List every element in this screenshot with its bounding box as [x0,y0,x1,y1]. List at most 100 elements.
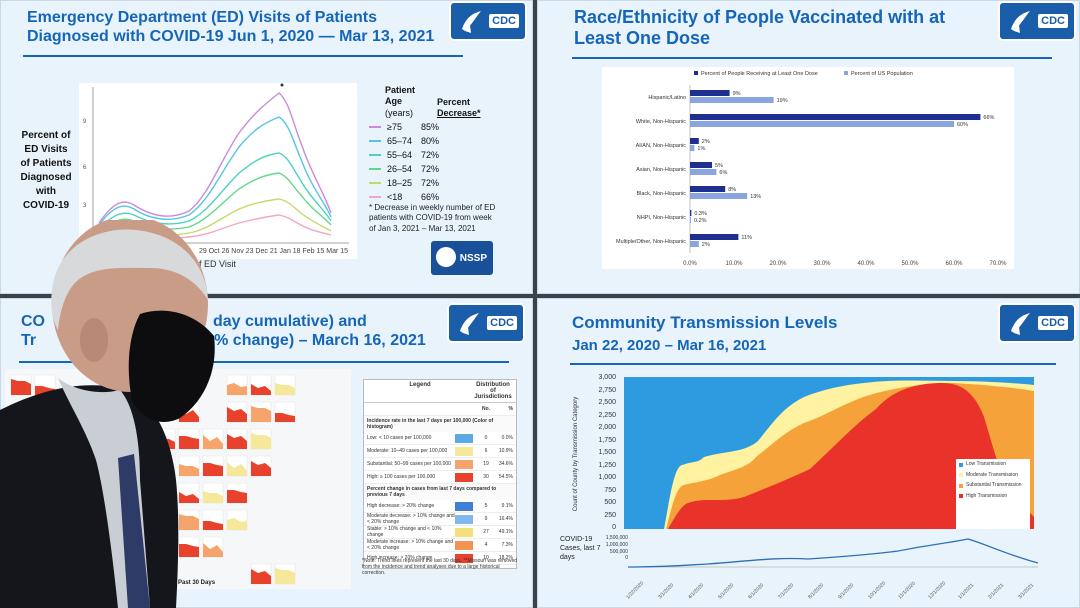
legend-row: Substantial: 50–99 cases per 100,000 19 34… [364,458,516,471]
ed-legend: Patient Age (years) Percent Decrease* ≥7… [367,85,507,204]
bar-value-label: 5% [715,163,723,169]
vaccination-title: Race/Ethnicity of People Vaccinated with… [574,7,946,49]
y-tick-label: 3,000 [598,374,616,381]
x-tick-label: 20.0% [769,261,787,267]
bar-value-label: 9% [733,91,741,97]
title-rule [572,57,1052,59]
legend-swatch [369,181,381,184]
ed-footnote: * Decrease in weekly number of ED patien… [369,203,496,233]
cdc-logo: CDC [998,1,1076,41]
bar [690,97,774,103]
y-tick-label: 2,500 [598,399,616,406]
category-label: AI/AN, Non-Hispanic [636,143,687,149]
x-tick-label: 10.0% [725,261,743,267]
transmission-x-ticks: 1/22/2020 3/1/2020 4/1/2020 5/1/2020 6/1… [625,580,1035,601]
bar-value-label: 66% [983,115,994,121]
legend-swatch [369,167,381,170]
svg-text:4/1/2020: 4/1/2020 [687,582,705,600]
state-tile [178,482,200,504]
svg-text:10/1/2020: 10/1/2020 [867,580,887,600]
legend-swatch [369,195,381,198]
bar-value-label: 8% [728,187,736,193]
state-tile [202,536,224,558]
transmission-y-ticks: 3,000 2,750 2,500 2,250 2,000 1,750 1,500 1,250… [582,374,618,533]
bar [690,90,730,96]
legend-row: Moderate decrease: > 10% change and < 20… [364,513,516,526]
state-tile [274,374,296,396]
bar-value-label: 6% [719,170,727,176]
y-tick-label: 1,750 [598,436,616,444]
y-tick-label: 1,500 [598,449,616,456]
bar-value-label: 0.3% [694,211,707,217]
state-tile [226,482,248,504]
state-tile [274,401,296,423]
category-label: Asian, Non-Hispanic [636,167,686,173]
state-tile [250,455,272,477]
bar [690,217,691,223]
svg-text:5/1/2020: 5/1/2020 [717,582,735,600]
bar [690,138,699,144]
state-tile [226,401,248,423]
y-tick-label: 1,250 [598,461,616,469]
transmission-panel: Community Transmission Levels Jan 22, 20… [537,298,1080,608]
us-map-icon [436,247,456,267]
category-label: Multiple/Other, Non-Hispanic [616,239,686,245]
legend-row: 55–64 72% [367,148,507,162]
legend-item: Substantial Transmission [959,482,1027,489]
eagle-icon [462,11,481,33]
bar-value-label: 19% [777,98,788,104]
cdc-logo: CDC [449,1,527,41]
y-tick-label: 2,750 [598,386,616,394]
svg-text:9: 9 [83,119,87,125]
bar-value-label: 2% [702,139,710,145]
legend-row: High: ≥ 100 cases per 100,000 30 54.5% [364,471,516,484]
cases-footnote: *Note: Trend lines represent the last 30… [362,558,518,576]
eagle-icon [1011,11,1030,33]
state-tile [250,563,272,585]
bar-value-label: 1% [697,146,705,152]
nssp-logo: NSSP [431,241,493,275]
legend-row: <18 66% [367,190,507,204]
bar [690,169,717,175]
person-silhouette [0,220,215,608]
eagle-icon [460,313,479,335]
legend-item: High Transmission [959,493,1027,500]
y-tick-label: 250 [604,511,616,519]
svg-text:Count of County by Transmissio: Count of County by Transmission Category [573,397,579,511]
state-tile [226,428,248,450]
face-mask [128,310,215,422]
legend-row: Moderate: 10–49 cases per 100,000 6 10.9% [364,445,516,458]
legend-row: Low: < 10 cases per 100,000 0 0.0% [364,432,516,445]
bar-value-label: 0.2% [694,218,707,224]
state-tile [178,455,200,477]
legend-label: Percent of People Receiving at Least One… [701,71,818,77]
cases-legend: Legend Distribution of Jurisdictions No.%… [363,379,517,569]
x-tick-label: 60.0% [945,261,963,267]
white-hair [51,229,208,330]
category-label: Black, Non-Hispanic [636,191,686,197]
ed-x-axis-label: k of ED Visit [187,259,236,269]
bar-value-label: 60% [957,122,968,128]
svg-text:11/1/2020: 11/1/2020 [897,581,917,601]
legend-swatch [369,153,381,156]
bar [690,193,748,199]
cases-sparkline-ticks: 1,500,000 1,000,000 500,000 0 [605,535,628,562]
svg-text:3/1/2021: 3/1/2021 [1017,582,1035,600]
svg-text:2/1/2021: 2/1/2021 [987,582,1005,600]
svg-text:8/1/2020: 8/1/2020 [807,582,825,600]
change-header: Percent change in cases from last 7 days… [364,484,516,500]
legend-row: ≥75 85% [367,120,507,134]
bar [690,162,712,168]
state-tile [202,455,224,477]
high-transmission-area [624,383,1034,529]
x-tick-label: 70.0% [989,261,1007,267]
title-rule [19,361,509,363]
ed-y-axis-label: Percent of ED Visits of Patients Diagnos… [20,130,72,211]
x-tick-label: 30.0% [813,261,831,267]
ed-x-ticks: 29 Oct 26 Nov 23 Dec 21 Jan 18 Feb 15 Ma… [199,248,349,255]
category-label: NHPI, Non-Hispanic [637,215,686,221]
legend-row: High increase: > 20% change 10 18.2% [364,552,516,565]
vaccination-bar-chart: Percent of People Receiving at Least One… [602,67,1014,269]
svg-text:6/1/2020: 6/1/2020 [747,582,765,600]
legend-row: Moderate increase: > 10% change and < 20… [364,539,516,552]
